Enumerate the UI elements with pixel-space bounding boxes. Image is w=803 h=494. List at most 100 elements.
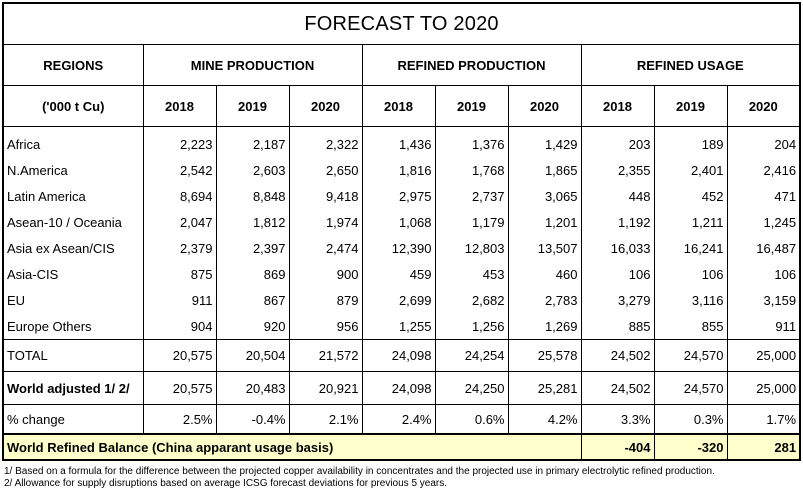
year-header: 2018	[142, 85, 217, 127]
total-cell: 20,575	[142, 339, 217, 372]
value-cell: 2,737	[434, 183, 509, 209]
year-header: 2018	[580, 85, 655, 127]
pct-change-label: % change	[2, 404, 144, 435]
table-row: Asean-10 / Oceania 2,047 1,812 1,974 1,068 1,…	[2, 209, 801, 235]
total-cell: 24,098	[361, 339, 436, 372]
value-cell: 3,159	[726, 287, 801, 313]
pct-change-cell: -0.4%	[215, 404, 290, 435]
balance-cell: -320	[653, 433, 728, 461]
value-cell: 2,650	[288, 157, 363, 183]
value-cell: 2,783	[507, 287, 582, 313]
pct-change-cell: 3.3%	[580, 404, 655, 435]
value-cell: 2,379	[142, 235, 217, 261]
world-adjusted-cell: 24,502	[580, 371, 655, 405]
value-cell: 1,436	[361, 126, 436, 157]
table-row: Africa 2,223 2,187 2,322 1,436 1,376 1,429 203 1…	[2, 126, 801, 157]
region-label: Africa	[2, 126, 144, 157]
region-label: Latin America	[2, 183, 144, 209]
pct-change-row: % change 2.5% -0.4% 2.1% 2.4% 0.6% 4.2% …	[2, 404, 801, 435]
value-cell: 12,803	[434, 235, 509, 261]
value-cell: 1,256	[434, 313, 509, 340]
value-cell: 1,376	[434, 126, 509, 157]
value-cell: 2,355	[580, 157, 655, 183]
value-cell: 8,694	[142, 183, 217, 209]
value-cell: 2,682	[434, 287, 509, 313]
world-adjusted-cell: 20,575	[142, 371, 217, 405]
value-cell: 1,816	[361, 157, 436, 183]
world-adjusted-cell: 25,281	[507, 371, 582, 405]
value-cell: 2,603	[215, 157, 290, 183]
pct-change-cell: 0.6%	[434, 404, 509, 435]
regions-header: REGIONS	[2, 44, 144, 86]
total-cell: 24,254	[434, 339, 509, 372]
world-adjusted-cell: 24,250	[434, 371, 509, 405]
value-cell: 3,116	[653, 287, 728, 313]
table-row: Latin America 8,694 8,848 9,418 2,975 2,737 3,…	[2, 183, 801, 209]
world-adjusted-cell: 24,570	[653, 371, 728, 405]
total-cell: 20,504	[215, 339, 290, 372]
value-cell: 8,848	[215, 183, 290, 209]
region-label: Asia ex Asean/CIS	[2, 235, 144, 261]
value-cell: 1,245	[726, 209, 801, 235]
total-cell: 25,000	[726, 339, 801, 372]
value-cell: 2,474	[288, 235, 363, 261]
total-cell: 21,572	[288, 339, 363, 372]
value-cell: 459	[361, 261, 436, 287]
value-cell: 106	[653, 261, 728, 287]
value-cell: 885	[580, 313, 655, 340]
region-label: EU	[2, 287, 144, 313]
value-cell: 1,974	[288, 209, 363, 235]
value-cell: 867	[215, 287, 290, 313]
year-header: 2020	[726, 85, 801, 127]
region-label: Asean-10 / Oceania	[2, 209, 144, 235]
value-cell: 16,241	[653, 235, 728, 261]
value-cell: 869	[215, 261, 290, 287]
value-cell: 1,429	[507, 126, 582, 157]
balance-row: World Refined Balance (China apparant us…	[2, 433, 801, 461]
refined-usage-header: REFINED USAGE	[580, 44, 801, 86]
value-cell: 920	[215, 313, 290, 340]
value-cell: 875	[142, 261, 217, 287]
value-cell: 12,390	[361, 235, 436, 261]
table-row: EU 911 867 879 2,699 2,682 2,783 3,279 3,116 3,15…	[2, 287, 801, 313]
value-cell: 1,255	[361, 313, 436, 340]
value-cell: 471	[726, 183, 801, 209]
value-cell: 879	[288, 287, 363, 313]
balance-label: World Refined Balance (China apparant us…	[2, 433, 582, 461]
total-row: TOTAL 20,575 20,504 21,572 24,098 24,254…	[2, 339, 801, 372]
value-cell: 1,179	[434, 209, 509, 235]
pct-change-cell: 2.4%	[361, 404, 436, 435]
value-cell: 1,068	[361, 209, 436, 235]
total-cell: 24,502	[580, 339, 655, 372]
value-cell: 900	[288, 261, 363, 287]
table-row: Asia-CIS 875 869 900 459 453 460 106 106 106	[2, 261, 801, 287]
forecast-table: FORECAST TO 2020 REGIONS MINE PRODUCTION…	[2, 2, 802, 461]
value-cell: 1,201	[507, 209, 582, 235]
value-cell: 460	[507, 261, 582, 287]
value-cell: 1,768	[434, 157, 509, 183]
value-cell: 904	[142, 313, 217, 340]
value-cell: 2,223	[142, 126, 217, 157]
value-cell: 1,192	[580, 209, 655, 235]
mine-production-header: MINE PRODUCTION	[142, 44, 363, 86]
value-cell: 1,812	[215, 209, 290, 235]
value-cell: 106	[580, 261, 655, 287]
total-cell: 24,570	[653, 339, 728, 372]
value-cell: 2,542	[142, 157, 217, 183]
pct-change-cell: 4.2%	[507, 404, 582, 435]
pct-change-cell: 2.1%	[288, 404, 363, 435]
value-cell: 2,047	[142, 209, 217, 235]
value-cell: 16,033	[580, 235, 655, 261]
value-cell: 911	[726, 313, 801, 340]
value-cell: 2,975	[361, 183, 436, 209]
table-title: FORECAST TO 2020	[2, 2, 801, 45]
value-cell: 956	[288, 313, 363, 340]
value-cell: 855	[653, 313, 728, 340]
balance-cell: 281	[726, 433, 801, 461]
region-label: Asia-CIS	[2, 261, 144, 287]
value-cell: 13,507	[507, 235, 582, 261]
year-header: 2019	[215, 85, 290, 127]
table-row: N.America 2,542 2,603 2,650 1,816 1,768 1,865 2…	[2, 157, 801, 183]
pct-change-cell: 1.7%	[726, 404, 801, 435]
total-cell: 25,578	[507, 339, 582, 372]
